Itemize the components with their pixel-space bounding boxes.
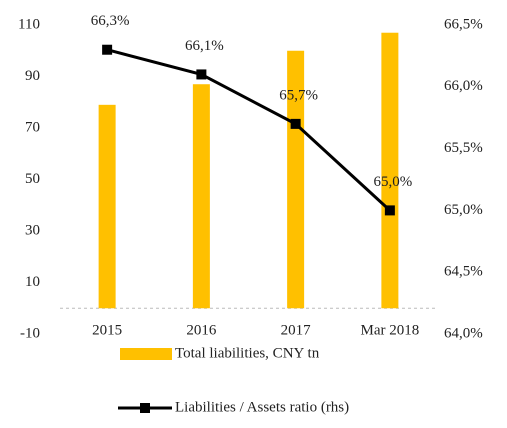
- legend-marker: [140, 403, 150, 413]
- y2-tick-label: 66,5%: [444, 16, 483, 32]
- y-tick-label: 70: [25, 119, 40, 135]
- y2-tick-label: 64,5%: [444, 264, 483, 280]
- line: [106, 48, 391, 212]
- marker: [384, 205, 395, 216]
- marker: [290, 118, 301, 129]
- bar: [192, 84, 210, 309]
- marker: [102, 44, 113, 55]
- value-label: 66,1%: [185, 38, 224, 54]
- legend-swatch: [120, 348, 172, 360]
- legend-label: Total liabilities, CNY tn: [175, 345, 320, 361]
- y-tick-label: 90: [25, 68, 40, 84]
- x-tick-label: 2016: [186, 322, 217, 338]
- y-tick-label: -10: [20, 325, 40, 341]
- y-tick-label: 10: [25, 274, 40, 290]
- y-tick-label: 110: [18, 16, 40, 32]
- x-tick-label: Mar 2018: [361, 322, 420, 338]
- bar: [381, 32, 399, 309]
- value-label: 65,7%: [279, 87, 318, 103]
- y-tick-label: 30: [25, 222, 40, 238]
- marker: [196, 69, 207, 80]
- legend-label: Liabilities / Assets ratio (rhs): [175, 399, 349, 415]
- y2-tick-label: 65,5%: [444, 140, 483, 156]
- y2-tick-label: 66,0%: [444, 78, 483, 94]
- y2-tick-label: 64,0%: [444, 325, 483, 341]
- y2-tick-label: 65,0%: [444, 202, 483, 218]
- value-label: 65,0%: [374, 174, 413, 190]
- x-tick-label: 2017: [281, 322, 312, 338]
- bar: [98, 104, 116, 309]
- x-tick-label: 2015: [92, 322, 122, 338]
- bar: [287, 50, 305, 309]
- y-tick-label: 50: [25, 171, 40, 187]
- value-label: 66,3%: [91, 13, 130, 29]
